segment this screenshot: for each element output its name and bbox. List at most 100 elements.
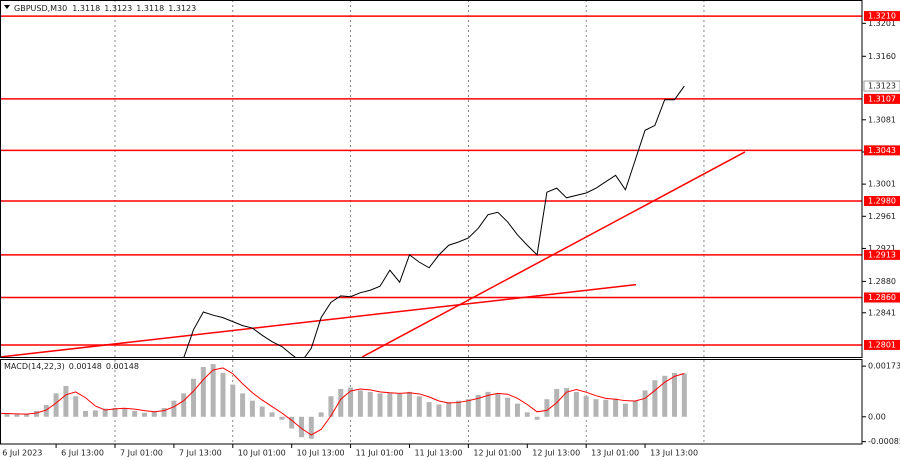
histogram-bar (33, 410, 39, 417)
x-tick-label: 6 Jul 2023 (2, 449, 42, 458)
y-tick-label: 1.2921 (868, 244, 896, 253)
x-tick-label: 6 Jul 13:00 (61, 449, 104, 458)
histogram-bar (357, 390, 363, 417)
histogram-bar (613, 398, 619, 417)
histogram-bar (112, 408, 118, 417)
x-tick-label: 10 Jul 01:00 (238, 449, 286, 458)
histogram-bar (564, 388, 570, 417)
histogram-bar (622, 403, 628, 417)
level-label-box (864, 93, 900, 104)
level-label-box (864, 292, 900, 303)
x-tick-label: 10 Jul 13:00 (297, 449, 345, 458)
histogram-bar (338, 388, 344, 417)
histogram-bar (456, 400, 462, 417)
close: 1.3123 (168, 4, 196, 13)
series-line (183, 85, 685, 357)
y-tick-label: 1.2841 (868, 308, 896, 317)
y-tick-label: -0.00085 (868, 437, 900, 446)
grid-layer (114, 0, 705, 444)
histogram-bar (299, 416, 305, 438)
menu-arrow[interactable] (4, 5, 10, 9)
series-line (0, 367, 685, 436)
histogram-bar (583, 396, 589, 417)
histogram-bar (662, 375, 668, 417)
histogram-bar (377, 393, 383, 417)
level-label-box (864, 196, 900, 207)
y-tick-label: 1.3201 (868, 19, 896, 28)
histogram-bar (279, 416, 285, 420)
histogram-bar (367, 391, 373, 417)
level-label: 1.2801 (868, 340, 896, 349)
histogram-bar (181, 393, 187, 417)
histogram-bar (426, 402, 432, 417)
y-tick-label: 0.00173 (868, 362, 900, 371)
macd-panel (0, 364, 687, 439)
current-price-label: 1.3123 (868, 82, 896, 91)
current-price-box (863, 80, 900, 92)
level-label-box (864, 145, 900, 156)
symbol: GBPUSD,M30 (14, 4, 67, 13)
x-tick-label: 11 Jul 01:00 (356, 449, 404, 458)
level-label-box (864, 11, 900, 22)
macd-value: 0.00148 (69, 362, 102, 371)
histogram-bar (249, 400, 255, 417)
histogram-bar (593, 399, 599, 417)
histogram-bar (73, 396, 79, 417)
histogram-bar (4, 413, 10, 417)
level-label: 1.3107 (868, 94, 896, 103)
histogram-bar (642, 390, 648, 417)
level-label: 1.3210 (868, 12, 896, 21)
histogram-bar (652, 380, 658, 417)
level-label: 1.2913 (868, 250, 896, 259)
histogram-bar (240, 393, 246, 417)
histogram-bar (308, 416, 314, 439)
y-tick-label: 1.2961 (868, 212, 896, 221)
histogram-bar (348, 387, 354, 417)
histogram-bar (446, 402, 452, 417)
y-tick-label: 1.3160 (868, 52, 896, 61)
histogram-bar (318, 412, 324, 417)
x-tick-label: 7 Jul 13:00 (179, 449, 222, 458)
histogram-bar (171, 400, 177, 417)
histogram-bar (14, 414, 20, 417)
histogram-bar (534, 416, 540, 420)
histogram-bar (191, 378, 197, 417)
histogram-bar (672, 372, 678, 417)
histogram-bar (132, 410, 138, 417)
histogram-bar (63, 386, 69, 417)
x-tick-label: 13 Jul 01:00 (591, 449, 639, 458)
histogram-bar (465, 399, 471, 417)
macd-header: MACD(14,22,3) 0.00148 0.00148 (4, 362, 139, 371)
y-tick-label: 1.3081 (868, 115, 896, 124)
x-tick-label: 13 Jul 13:00 (650, 449, 698, 458)
level-label: 1.2980 (868, 197, 896, 206)
level-label: 1.3043 (868, 146, 896, 155)
axis-layer: 1.32011.31601.30811.30411.30011.29611.29… (2, 11, 900, 458)
histogram-bar (387, 392, 393, 417)
histogram-bar (141, 412, 147, 417)
histogram-bar (681, 373, 687, 417)
histogram-bar (43, 405, 49, 417)
histogram-bar (406, 391, 412, 417)
histogram-bar (53, 393, 59, 417)
x-tick-label: 11 Jul 13:00 (414, 449, 462, 458)
histogram-bar (230, 384, 236, 417)
histogram-bar (524, 412, 530, 417)
histogram-bar (416, 396, 422, 417)
histogram-bar (259, 406, 265, 417)
histogram-bar (436, 404, 442, 417)
histogram-bar (573, 391, 579, 417)
trendline (361, 151, 746, 357)
level-label-box (864, 249, 900, 260)
histogram-bar (92, 410, 98, 417)
level-label: 1.2860 (868, 293, 896, 302)
x-tick-label: 12 Jul 13:00 (532, 449, 580, 458)
x-tick-label: 12 Jul 01:00 (473, 449, 521, 458)
signal-value: 0.00148 (106, 362, 139, 371)
histogram-bar (505, 397, 511, 417)
histogram-bar (210, 364, 216, 417)
y-tick-label: 0.00 (868, 412, 886, 421)
histogram-bar (397, 393, 403, 417)
